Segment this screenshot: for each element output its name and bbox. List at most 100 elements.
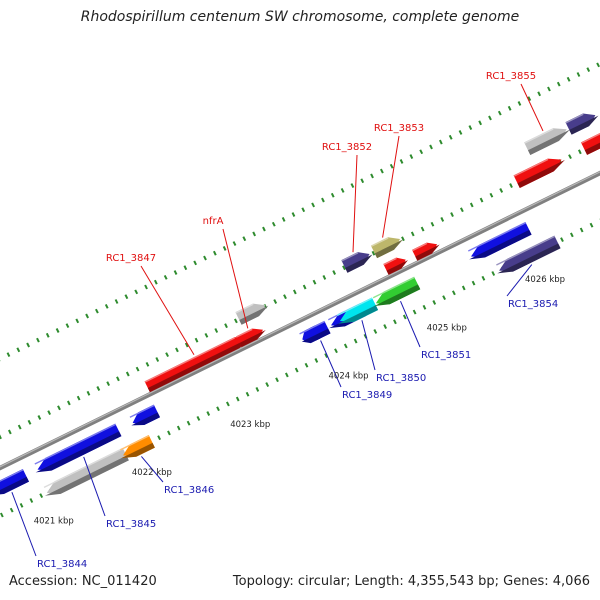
gene-unlabeled-1[interactable] [41,447,129,501]
gene-rc1-3845[interactable] [32,423,122,478]
gene-body [375,276,421,305]
gene-rc1-3854[interactable] [493,235,561,279]
tick-mark [517,101,522,106]
tick-mark [566,76,571,82]
gene-label[interactable]: RC1_3850 [376,373,426,384]
tick-mark [577,149,582,155]
gene-rc1-3847[interactable] [144,331,253,393]
tick-mark [393,319,397,325]
gene-highlight [34,423,116,465]
gene-label[interactable]: RC1_3846 [164,485,214,496]
tick-mark [114,299,119,304]
tick-mark [440,216,445,222]
gene-unlabeled-7[interactable] [412,238,442,261]
tick-mark [576,72,581,77]
tick-mark [324,353,329,359]
gene-rc1-3855[interactable] [524,122,572,155]
gene-rc1-3853[interactable] [370,232,405,259]
gene-rc1-3846[interactable] [118,435,155,463]
tick-mark [481,275,486,281]
gene-highlight [467,222,527,252]
tick-mark [116,376,120,382]
tick-mark [429,144,433,150]
gene-body [339,297,379,322]
tick-mark [165,352,169,358]
tick-mark [157,435,161,441]
tick-mark [452,290,456,296]
gene-unlabeled-9[interactable] [513,152,568,188]
gene-nfra[interactable] [236,323,268,348]
tick-mark [291,212,296,217]
gene-body [37,423,122,471]
leader-line [222,228,249,329]
gene-label[interactable]: RC1_3853 [374,123,424,134]
tick-mark [302,284,307,290]
tick-mark [332,270,336,275]
gene-label[interactable]: RC1_3849 [342,390,392,401]
gene-unlabeled-10[interactable] [565,108,600,135]
tick-mark [125,371,130,377]
gene-highlight [236,328,253,338]
gene-unlabeled-8[interactable] [465,222,532,264]
gene-shadow [345,254,373,273]
tick-mark [380,168,384,174]
gene-unlabeled-2[interactable] [128,404,161,430]
gene-highlight [301,320,326,334]
leader-line [382,135,400,238]
gene-label[interactable]: RC1_3847 [106,253,156,264]
gene-label[interactable]: nfrA [203,216,224,227]
tick-mark [412,309,417,315]
gene-shadow [497,243,561,274]
gene-highlight [496,235,556,266]
gene-unlabeled-11[interactable] [580,126,600,155]
gene-shadow [386,260,408,275]
gene-highlight [565,113,584,124]
gene-label[interactable]: RC1_3845 [106,519,156,530]
tick-mark [106,381,110,387]
leader-line [520,83,544,132]
scale-label: 4026 kbp [525,275,565,285]
tick-mark [193,260,197,266]
tick-mark [206,411,211,416]
tick-mark [194,337,199,343]
gene-highlight [235,303,254,314]
tick-mark [226,401,230,407]
gene-rc1-3844[interactable] [0,469,29,500]
tick-mark [458,130,463,135]
tick-mark [570,232,574,238]
tick-track-top-outer [0,62,600,362]
gene-rc1-3850[interactable] [334,297,379,328]
tick-mark [469,202,474,208]
tick-mark [255,386,260,392]
gene-shadow [35,431,122,473]
gene-label[interactable]: RC1_3851 [421,350,471,361]
leader-line [83,456,106,517]
leader-line [361,320,376,371]
gene-highlight [129,404,155,418]
gene-highlight [370,237,389,247]
gene-label[interactable]: RC1_3852 [322,142,372,153]
tick-mark [353,338,358,344]
tick-mark [430,221,435,227]
tick-mark [509,183,513,189]
tick-mark [196,415,201,421]
gene-rc1-3849[interactable] [300,320,331,346]
tick-mark [370,173,374,179]
gene-label[interactable]: RC1_3844 [37,559,87,570]
gene-rc1-3852[interactable] [341,247,374,273]
tick-mark [488,115,492,121]
tick-mark [135,366,140,372]
tick-mark [155,357,160,362]
gene-highlight [120,435,150,451]
tick-mark [29,498,34,503]
tick-mark [556,81,561,87]
tick-mark [6,352,11,358]
gene-rc1-3851[interactable] [370,276,421,311]
gene-labels: RC1_3844 RC1_3845 RC1_3846 RC1_3847 nfrA RC1_… [37,71,558,570]
gene-label[interactable]: RC1_3854 [508,299,558,310]
tick-mark [304,362,309,368]
gene-label[interactable]: RC1_3855 [486,71,536,82]
gene-shadow [303,328,331,341]
gene-unlabeled-6[interactable] [383,253,410,275]
tick-mark [402,314,407,320]
